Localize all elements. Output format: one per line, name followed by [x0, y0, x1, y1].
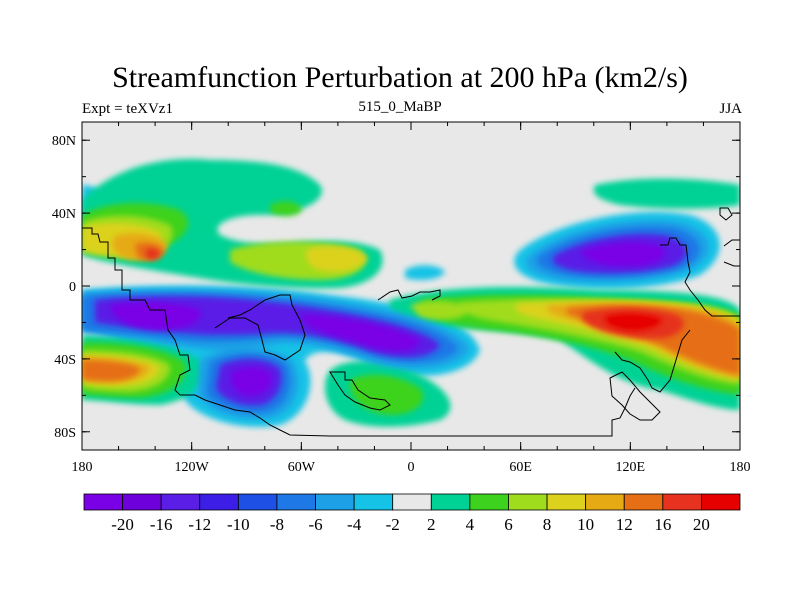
coast-australia — [609, 371, 661, 421]
run-label: 515_0_MaBP — [358, 99, 442, 115]
contour-pos-20-north — [146, 248, 160, 260]
colorbar-label: -8 — [270, 515, 284, 534]
colorbar-label: 10 — [577, 515, 594, 534]
lat-tick-label: 0 — [69, 280, 76, 295]
contour-neg-20-west — [110, 302, 201, 330]
lon-tick-label: 180 — [730, 460, 751, 475]
colorbar-label: 4 — [466, 515, 475, 534]
colorbar-swatch — [392, 493, 432, 511]
coast-south-america — [214, 294, 306, 361]
colorbar-label: 6 — [504, 515, 513, 534]
colorbar-swatch — [83, 493, 123, 511]
lon-tick-label: 60W — [288, 460, 316, 475]
coast-asia — [660, 237, 740, 317]
colorbar-label: 16 — [654, 515, 671, 534]
lon-tick-label: 120W — [175, 460, 210, 475]
coast-africa — [329, 371, 391, 411]
colorbar-swatch — [276, 493, 316, 511]
contour-pos-4-south — [349, 374, 424, 415]
coast-pacific-islands — [719, 207, 740, 267]
colorbar-swatch — [623, 493, 664, 511]
colorbar-label: 2 — [427, 515, 436, 534]
colorbar-label: -2 — [386, 515, 400, 534]
axis-ticks — [81, 122, 741, 450]
colorbar-label: 8 — [543, 515, 552, 534]
contour-pos-20-max — [603, 312, 663, 332]
colorbar-swatch — [701, 493, 741, 511]
contour-pos-4-ridge — [270, 201, 302, 216]
colorbar-swatch — [662, 493, 702, 511]
colorbar-label: 20 — [693, 515, 710, 534]
contour-neg-20-east — [300, 315, 420, 352]
colorbar-swatch — [315, 493, 355, 511]
lat-tick-label: 80N — [52, 134, 76, 149]
lon-tick-label: 180 — [72, 460, 93, 475]
colorbar-swatch — [430, 493, 471, 511]
contour-neg-northatlantic — [405, 265, 445, 280]
colorbar-label: 12 — [616, 515, 633, 534]
contour-pos-east-asia — [593, 178, 740, 209]
colorbar-label: -10 — [227, 515, 250, 534]
chart-title: Streamfunction Perturbation at 200 hPa (… — [112, 61, 688, 94]
colorbar-label: -4 — [347, 515, 362, 534]
contour-neg-20-southpacific — [231, 367, 273, 396]
colorbar-swatch — [199, 493, 239, 511]
colorbar-swatch — [469, 493, 509, 511]
lon-tick-label: 0 — [408, 460, 415, 475]
contour-pos-8-atlantic — [410, 300, 470, 320]
colorbar-label: -20 — [111, 515, 134, 534]
coast-asia-south — [614, 329, 691, 393]
lat-tick-label: 40S — [54, 353, 76, 368]
colorbar-label: -16 — [150, 515, 173, 534]
colorbar-swatch — [585, 493, 625, 511]
axis-labels: 180 120W 60W 0 60E 120E 180 80N 40N 0 40S 80S — [52, 134, 751, 475]
colorbar-swatch — [237, 493, 278, 511]
colorbar-label: -6 — [308, 515, 322, 534]
colorbar-swatch — [160, 493, 201, 511]
contour-pos-10-ridge — [305, 246, 368, 272]
coast-europe — [377, 289, 441, 301]
colorbar-swatch — [508, 493, 548, 511]
season-label: JJA — [719, 101, 742, 117]
lon-tick-label: 120E — [616, 460, 646, 475]
experiment-label: Expt = teXVz1 — [82, 101, 173, 117]
colorbar-label: -12 — [188, 515, 211, 534]
lon-tick-label: 60E — [509, 460, 532, 475]
lat-tick-label: 40N — [52, 207, 76, 222]
contour-fills — [82, 159, 740, 437]
coastlines — [82, 207, 740, 437]
colorbar-swatch — [353, 493, 394, 511]
colorbar-swatch — [122, 493, 162, 511]
colorbar-swatch — [546, 493, 587, 511]
colorbar: -20 -16 -12 -10 -8 -6 -4 -2 2 4 6 8 10 12 16 20 — [83, 493, 741, 534]
contour-neg-20-asia — [580, 242, 666, 267]
contour-pos-16-southwest — [82, 360, 140, 381]
coast-americas — [82, 227, 636, 437]
lat-tick-label: 80S — [54, 426, 76, 441]
